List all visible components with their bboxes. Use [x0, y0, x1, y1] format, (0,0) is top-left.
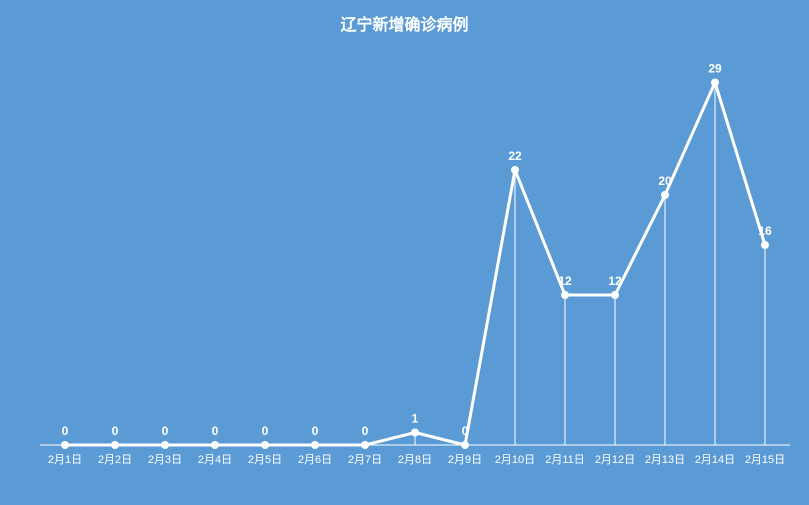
data-label: 0 — [262, 424, 269, 438]
data-label: 1 — [412, 412, 419, 426]
chart-container: 辽宁新增确诊病例 2月1日 2月2日 2月3日 2月4日 2月5日 2月6日 2月7日 2月8日… — [0, 0, 809, 505]
x-axis-label: 2月11日 — [545, 454, 585, 466]
data-label: 20 — [658, 174, 672, 188]
data-label: 0 — [112, 424, 119, 438]
data-label: 12 — [558, 274, 572, 288]
data-marker — [761, 241, 769, 249]
x-axis-label: 2月3日 — [148, 454, 182, 466]
data-marker — [561, 291, 569, 299]
x-axis-label: 2月8日 — [398, 454, 432, 466]
data-marker — [311, 441, 319, 449]
data-marker — [461, 441, 469, 449]
data-marker — [361, 441, 369, 449]
x-axis-label: 2月15日 — [745, 454, 785, 466]
data-marker — [61, 441, 69, 449]
x-axis-label: 2月7日 — [348, 454, 382, 466]
data-label: 12 — [608, 274, 622, 288]
data-marker — [161, 441, 169, 449]
data-label: 29 — [708, 62, 722, 76]
data-label: 0 — [62, 424, 69, 438]
x-axis-label: 2月13日 — [645, 454, 685, 466]
x-axis-label: 2月12日 — [595, 454, 635, 466]
data-marker — [711, 79, 719, 87]
x-axis-label: 2月6日 — [298, 454, 332, 466]
x-axis-label: 2月10日 — [495, 454, 535, 466]
x-axis-label: 2月5日 — [248, 454, 282, 466]
data-marker — [661, 191, 669, 199]
chart-title: 辽宁新增确诊病例 — [340, 15, 468, 34]
line-chart: 辽宁新增确诊病例 2月1日 2月2日 2月3日 2月4日 2月5日 2月6日 2月7日 2月8日… — [0, 0, 809, 505]
data-label: 22 — [508, 149, 522, 163]
data-marker — [111, 441, 119, 449]
data-label: 0 — [462, 424, 469, 438]
x-axis-label: 2月1日 — [48, 454, 82, 466]
data-marker — [261, 441, 269, 449]
data-label: 0 — [162, 424, 169, 438]
x-axis-label: 2月4日 — [198, 454, 232, 466]
x-axis-label: 2月14日 — [695, 454, 735, 466]
data-label: 16 — [758, 224, 772, 238]
x-axis-label: 2月9日 — [448, 454, 482, 466]
data-label: 0 — [212, 424, 219, 438]
data-marker — [211, 441, 219, 449]
data-marker — [511, 166, 519, 174]
x-axis-label: 2月2日 — [98, 454, 132, 466]
data-marker — [411, 429, 419, 437]
data-marker — [611, 291, 619, 299]
data-label: 0 — [362, 424, 369, 438]
data-label: 0 — [312, 424, 319, 438]
